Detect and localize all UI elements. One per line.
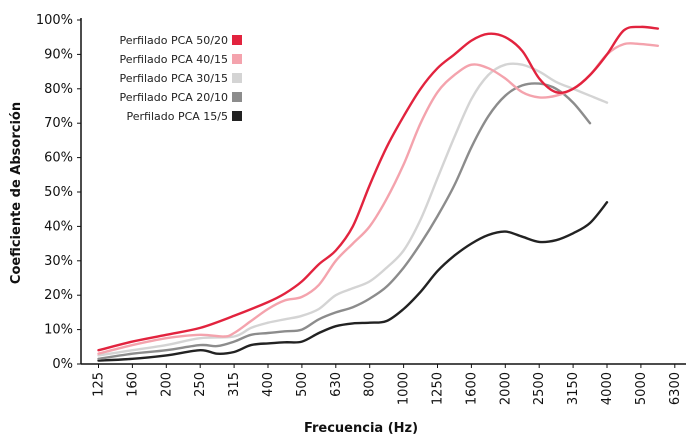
y-tick-labels: 0% 10% 20% 30% 40% 50% 60% 70% 80% 90% 100% [36,13,73,372]
y-tick-label: 40% [44,219,73,234]
x-tick-label: 800 [363,372,378,397]
legend-label-1: Perfilado PCA 50/20 [119,34,228,47]
legend-swatch-2 [232,54,242,64]
x-axis-title: Frecuencia (Hz) [304,421,418,436]
series-line-5 [97,201,609,362]
y-tick-label: 100% [36,13,73,28]
y-tick-label: 20% [44,288,73,303]
x-tick-label: 250 [193,372,208,397]
legend-label-4: Perfilado PCA 20/10 [119,91,228,104]
legend-swatch-4 [232,92,242,102]
y-tick-label: 60% [44,151,73,166]
y-tick-label: 10% [44,323,73,338]
y-tick-label: 50% [44,185,73,200]
legend-box [105,30,253,128]
legend-label-5: Perfilado PCA 15/5 [126,110,228,123]
x-tick-label: 3150 [566,372,581,405]
legend-label-3: Perfilado PCA 30/15 [119,72,228,85]
x-tick-label: 400 [261,372,276,397]
x-tick-label: 315 [227,372,242,397]
x-tick-label: 630 [329,372,344,397]
series-line-1 [97,25,660,352]
x-tick-label: 1250 [431,372,446,405]
series-lines [97,25,660,362]
x-tick-label: 2000 [498,372,513,405]
x-tick-label: 500 [295,372,310,397]
y-tick-label: 0% [52,357,73,372]
y-tick-label: 80% [44,82,73,97]
axes [77,18,686,368]
legend-swatch-5 [232,111,242,121]
x-tick-label: 200 [159,372,174,397]
y-axis-title: Coeficiente de Absorción [9,102,24,284]
y-tick-label: 90% [44,47,73,62]
x-tick-label: 6300 [668,372,683,405]
x-tick-labels: 125 160 200 250 315 400 500 630 800 1000 1250 1600 2… [92,372,683,405]
x-tick-label: 2500 [532,372,547,405]
legend-label-2: Perfilado PCA 40/15 [119,53,228,66]
x-tick-label: 5000 [634,372,649,405]
y-tick-label: 30% [44,254,73,269]
x-tick-label: 1000 [397,372,412,405]
x-tick-label: 125 [92,372,107,397]
x-tick-label: 160 [125,372,140,397]
legend-swatch-1 [232,35,242,45]
legend: Perfilado PCA 50/20 Perfilado PCA 40/15 Pe… [105,30,253,128]
legend-swatch-3 [232,73,242,83]
x-tick-label: 1600 [464,372,479,405]
y-tick-label: 70% [44,116,73,131]
x-tick-label: 4000 [600,372,615,405]
